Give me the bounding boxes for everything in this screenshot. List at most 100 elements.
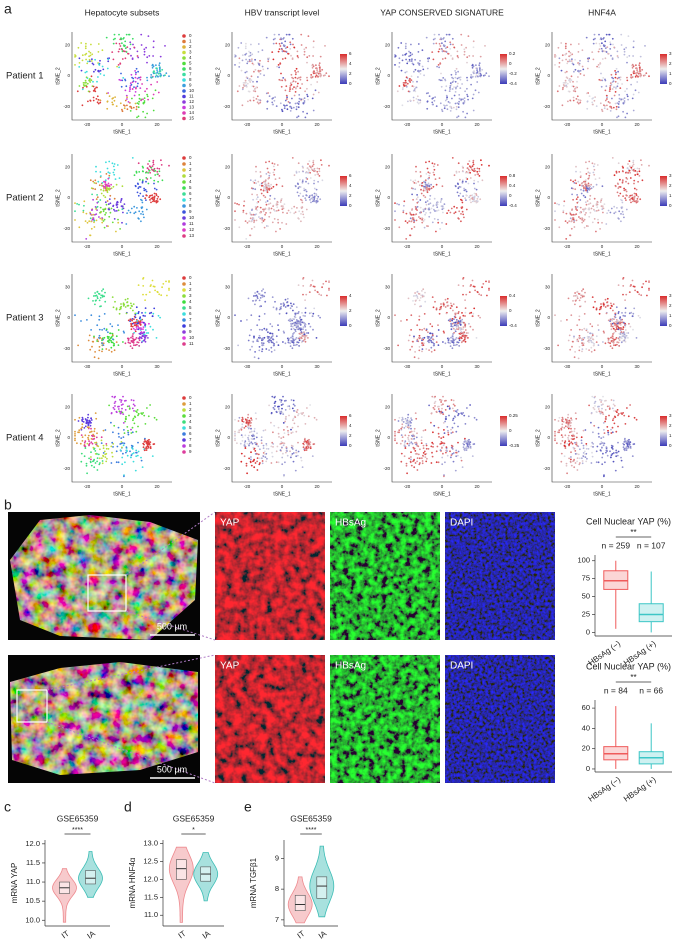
tsne-point xyxy=(636,173,639,176)
tsne-point xyxy=(587,171,590,174)
tsne-point xyxy=(465,334,468,337)
tsne-point xyxy=(480,294,483,297)
tsne-point xyxy=(460,33,463,36)
tsne-point xyxy=(562,211,565,214)
tsne-point xyxy=(622,285,625,287)
tsne-point xyxy=(243,85,246,87)
tsne-points xyxy=(234,277,330,360)
tsne-point xyxy=(564,47,567,50)
tsne-point xyxy=(89,81,92,83)
tsne-point xyxy=(473,182,475,185)
tsne-point xyxy=(640,74,643,76)
tsne-point xyxy=(138,345,141,347)
tsne-point xyxy=(320,74,323,76)
tsne-point xyxy=(406,319,408,321)
tsne-point xyxy=(100,436,103,439)
tsne-point xyxy=(269,332,272,335)
tsne-point xyxy=(117,221,120,224)
tsne-point xyxy=(316,67,318,70)
tsne-point xyxy=(416,201,419,204)
tsne-point xyxy=(581,65,584,68)
tsne-point xyxy=(104,291,106,294)
colorbar-tick-label: 0.4 xyxy=(509,183,516,188)
tsne-point xyxy=(292,452,295,454)
tsne-point xyxy=(159,67,161,70)
tsne-point xyxy=(463,216,465,219)
tsne-point xyxy=(152,285,155,288)
tsne-point xyxy=(463,331,466,334)
tsne-point xyxy=(90,430,93,433)
tsne-point xyxy=(140,99,143,102)
tsne-point xyxy=(633,307,636,310)
tsne-point xyxy=(407,297,410,300)
tsne-point xyxy=(435,210,438,212)
tsne-point xyxy=(450,83,453,86)
tsne-point xyxy=(298,336,301,338)
tsne-point xyxy=(160,159,162,162)
tsne-point xyxy=(293,94,296,97)
tsne-point xyxy=(241,54,244,57)
tsne-point xyxy=(299,324,302,326)
tsne-point xyxy=(570,75,573,78)
tsne-point xyxy=(130,328,133,331)
tsne-point xyxy=(122,77,125,79)
tsne-point xyxy=(283,331,285,334)
tsne-point xyxy=(261,337,264,340)
tsne-point xyxy=(308,312,311,315)
tsne-point xyxy=(407,100,409,103)
tsne-point xyxy=(476,167,479,170)
tsne-points xyxy=(74,277,170,360)
tsne-point xyxy=(464,315,466,317)
tsne-point xyxy=(593,342,595,345)
tsne-point xyxy=(616,50,619,53)
tsne-point xyxy=(147,163,149,165)
tsne-point xyxy=(318,175,321,177)
tsne-point xyxy=(117,50,120,53)
tsne-point xyxy=(261,329,263,331)
tsne-point xyxy=(304,311,307,314)
tsne-point xyxy=(447,341,450,344)
legend-swatch xyxy=(182,276,186,280)
tsne-point xyxy=(254,441,256,444)
tsne-point xyxy=(610,304,613,307)
tsne-points xyxy=(74,395,158,478)
tsne-point xyxy=(158,293,161,296)
tsne-point xyxy=(459,76,462,79)
tsne-point xyxy=(259,99,261,101)
tsne-point xyxy=(621,321,624,324)
tsne-point xyxy=(594,300,596,303)
tsne-point xyxy=(142,285,145,287)
tsne-point xyxy=(262,455,265,458)
tsne-point xyxy=(309,171,311,174)
tsne-point xyxy=(443,104,445,107)
colorbar xyxy=(660,176,667,206)
tsne-point xyxy=(113,349,116,352)
tsne-point xyxy=(311,66,314,69)
tsne-point xyxy=(259,171,262,173)
tsne-point xyxy=(262,342,265,345)
tsne-point xyxy=(276,164,279,166)
tsne-point xyxy=(639,198,642,201)
tsne-point xyxy=(427,182,430,185)
tsne-point xyxy=(77,344,79,347)
tsne-point xyxy=(631,76,634,79)
tsne-point xyxy=(90,79,93,82)
tsne-point xyxy=(80,69,83,72)
tsne-point xyxy=(140,328,143,331)
tsne-point xyxy=(450,325,453,328)
tsne-point xyxy=(275,42,278,45)
tsne-point xyxy=(316,75,319,78)
tsne-point xyxy=(78,416,81,419)
tsne-point xyxy=(413,356,416,359)
tsne-point xyxy=(571,340,574,343)
tsne-point xyxy=(291,407,294,410)
tsne-point xyxy=(425,203,428,206)
tsne-point xyxy=(584,181,587,184)
tsne-point xyxy=(438,308,441,311)
tsne-point xyxy=(290,83,293,86)
tsne-point xyxy=(477,314,480,317)
tsne-point xyxy=(577,357,580,360)
tsne-point xyxy=(619,324,622,326)
tsne-point xyxy=(144,437,146,440)
tsne-point xyxy=(479,316,481,319)
